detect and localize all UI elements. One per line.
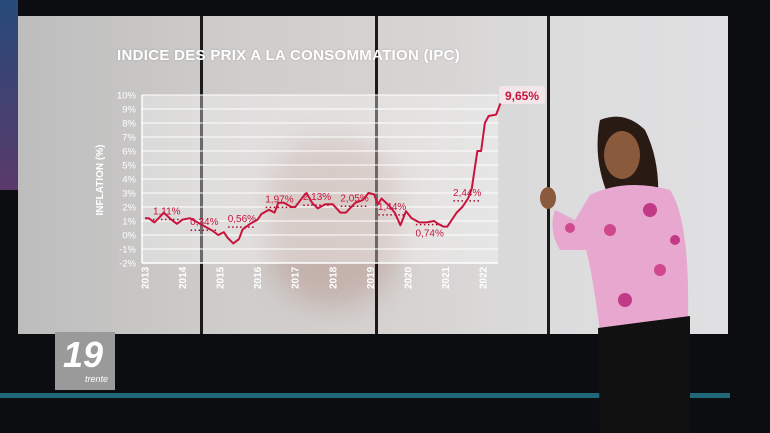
last-value-label: 9,65%: [505, 89, 539, 103]
last-value-badge: [499, 86, 545, 104]
average-label: 0,56%: [228, 214, 256, 225]
y-tick-label: 10%: [117, 91, 137, 102]
presenter: [540, 116, 690, 433]
y-tick-label: 8%: [122, 119, 136, 130]
y-tick-label: 6%: [122, 147, 136, 158]
y-axis-label: INFLATION (%): [95, 145, 106, 216]
x-tick-label: 2013: [141, 266, 152, 289]
screen-seam: [200, 16, 203, 334]
y-tick-label: 5%: [122, 161, 136, 172]
x-tick-label: 2018: [328, 266, 339, 289]
channel-logo: 19 trente: [55, 332, 115, 390]
average-label: 2,44%: [453, 188, 481, 199]
y-tick-label: 3%: [122, 189, 136, 200]
background-screen-edge: [0, 0, 18, 190]
y-tick-label: 4%: [122, 175, 136, 186]
inflation-line: [145, 99, 503, 245]
x-tick-label: 2019: [366, 266, 377, 289]
chart-title: INDICE DES PRIX A LA CONSOMMATION (IPC): [117, 47, 461, 64]
x-tick-label: 2022: [479, 266, 490, 289]
floor-light: [0, 393, 730, 398]
average-label: 2,13%: [303, 192, 331, 203]
x-tick-label: 2014: [178, 266, 189, 289]
screen-seam: [375, 16, 378, 334]
logo-number: 19: [63, 334, 104, 375]
average-label: 0,74%: [415, 229, 443, 240]
y-tick-label: 7%: [122, 133, 136, 144]
x-tick-label: 2021: [441, 266, 452, 289]
average-label: 2,05%: [340, 193, 368, 204]
average-label: 1,44%: [378, 202, 406, 213]
screen-seam: [547, 16, 550, 334]
average-label: 0,34%: [190, 217, 218, 228]
x-tick-label: 2015: [216, 266, 227, 289]
x-tick-label: 2016: [253, 266, 264, 289]
y-tick-label: -2%: [119, 259, 136, 270]
logo-subtitle: trente: [85, 374, 109, 384]
y-tick-label: -1%: [119, 245, 136, 256]
average-label: 1,97%: [265, 194, 293, 205]
average-label: 1,11%: [153, 206, 181, 217]
y-tick-label: 0%: [122, 231, 136, 242]
x-tick-label: 2017: [291, 266, 302, 289]
x-tick-label: 2020: [403, 266, 414, 289]
y-tick-label: 1%: [122, 217, 136, 228]
y-tick-label: 9%: [122, 105, 136, 116]
y-tick-label: 2%: [122, 203, 136, 214]
